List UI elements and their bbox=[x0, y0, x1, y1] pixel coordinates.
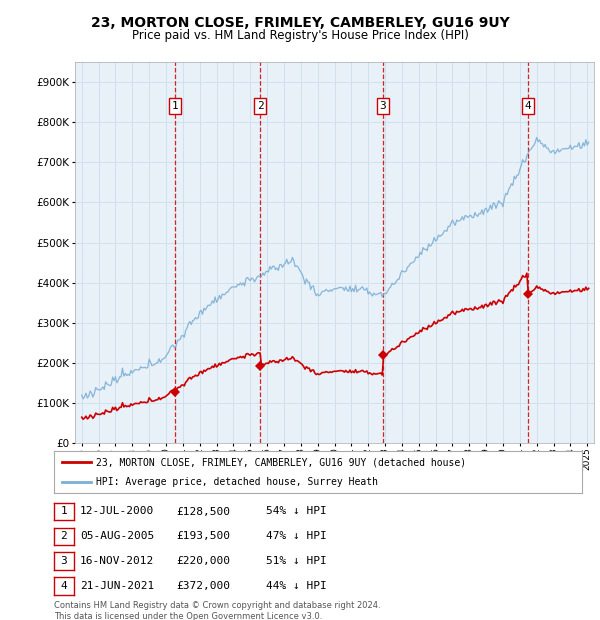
Text: 12-JUL-2000: 12-JUL-2000 bbox=[80, 507, 154, 516]
Text: 3: 3 bbox=[61, 556, 67, 566]
Text: 3: 3 bbox=[380, 101, 386, 111]
Text: 16-NOV-2012: 16-NOV-2012 bbox=[80, 556, 154, 566]
Text: HPI: Average price, detached house, Surrey Heath: HPI: Average price, detached house, Surr… bbox=[96, 477, 378, 487]
Text: 23, MORTON CLOSE, FRIMLEY, CAMBERLEY, GU16 9UY: 23, MORTON CLOSE, FRIMLEY, CAMBERLEY, GU… bbox=[91, 16, 509, 30]
Text: £220,000: £220,000 bbox=[176, 556, 230, 566]
Text: 05-AUG-2005: 05-AUG-2005 bbox=[80, 531, 154, 541]
Text: 1: 1 bbox=[172, 101, 178, 111]
Text: 21-JUN-2021: 21-JUN-2021 bbox=[80, 581, 154, 591]
Text: Contains HM Land Registry data © Crown copyright and database right 2024.
This d: Contains HM Land Registry data © Crown c… bbox=[54, 601, 380, 620]
Text: 2: 2 bbox=[257, 101, 263, 111]
Text: 2: 2 bbox=[61, 531, 67, 541]
Text: 1: 1 bbox=[61, 507, 67, 516]
Text: 4: 4 bbox=[61, 581, 67, 591]
Text: £193,500: £193,500 bbox=[176, 531, 230, 541]
Text: 44% ↓ HPI: 44% ↓ HPI bbox=[266, 581, 326, 591]
Text: £128,500: £128,500 bbox=[176, 507, 230, 516]
Text: 51% ↓ HPI: 51% ↓ HPI bbox=[266, 556, 326, 566]
Text: 54% ↓ HPI: 54% ↓ HPI bbox=[266, 507, 326, 516]
Text: 4: 4 bbox=[524, 101, 531, 111]
Text: 47% ↓ HPI: 47% ↓ HPI bbox=[266, 531, 326, 541]
Text: 23, MORTON CLOSE, FRIMLEY, CAMBERLEY, GU16 9UY (detached house): 23, MORTON CLOSE, FRIMLEY, CAMBERLEY, GU… bbox=[96, 457, 466, 467]
Text: Price paid vs. HM Land Registry's House Price Index (HPI): Price paid vs. HM Land Registry's House … bbox=[131, 30, 469, 42]
Text: £372,000: £372,000 bbox=[176, 581, 230, 591]
